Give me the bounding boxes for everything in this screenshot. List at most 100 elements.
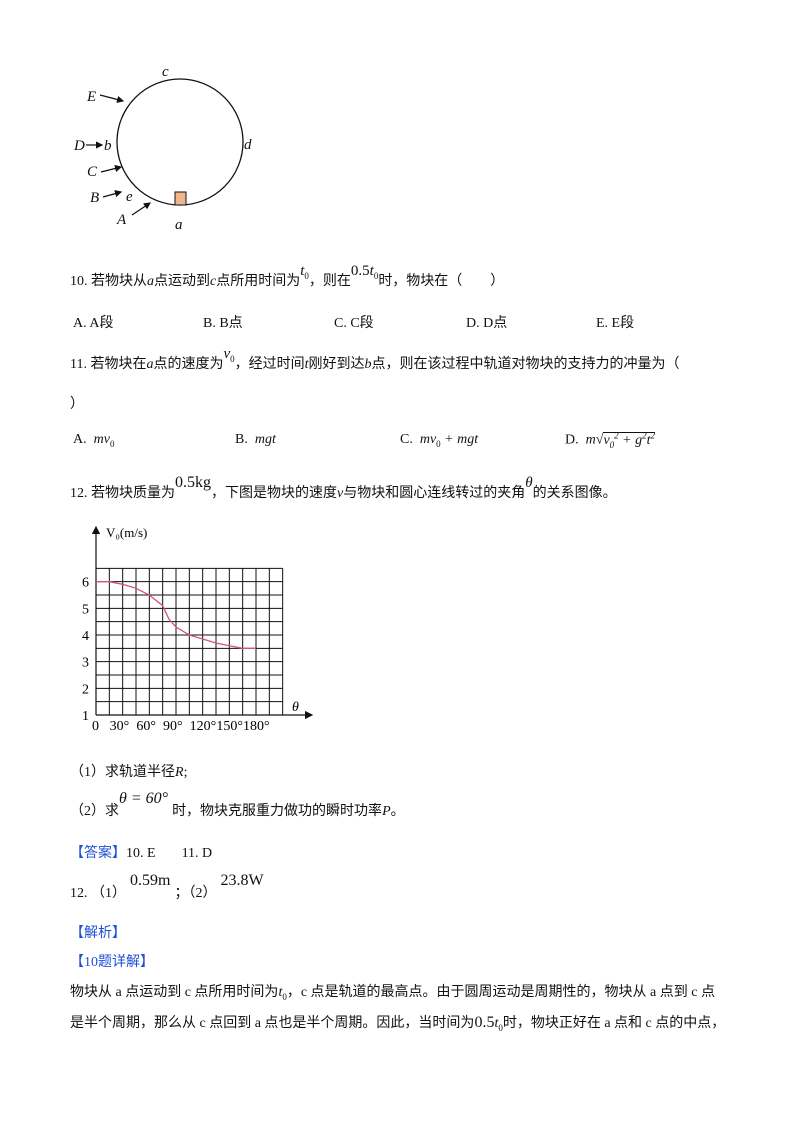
- q11-b: b: [364, 357, 372, 372]
- analysis-tag: 【解析】: [70, 926, 126, 941]
- q12-v: v: [337, 486, 344, 501]
- question-10: 10. 若物块从a点运动到c点所用时间为t0，则在0.5t0时，物块在（ ）: [70, 263, 505, 291]
- answer-line: 【答案】10. E 11. D: [70, 842, 212, 862]
- label-a: a: [175, 217, 183, 233]
- option-label: D.: [565, 432, 579, 448]
- p2-half: 0.5: [474, 1014, 495, 1031]
- q11-text: ，经过时间: [234, 357, 305, 372]
- q10-text: 时，物块在（ ）: [378, 274, 505, 289]
- label-B: B: [90, 190, 99, 206]
- q10-half-t: t: [369, 263, 374, 279]
- q10-option-c: C. C段: [334, 316, 374, 331]
- y-tick-label: 4: [82, 629, 89, 644]
- velocity-curve: [96, 581, 256, 649]
- q10-option-b: B. B点: [203, 316, 243, 331]
- p2-t: t: [494, 1016, 499, 1031]
- sub1-R: R: [175, 765, 184, 780]
- sqrt-g: + g: [618, 432, 643, 448]
- y-tick-label: 2: [82, 682, 89, 697]
- q10-t0-sub: 0: [304, 271, 309, 281]
- q12-sub2: （2）求θ = 60°时，物块克服重力做功的瞬时功率P。: [70, 790, 405, 820]
- q11-a: a: [146, 357, 154, 372]
- label-D: D: [73, 138, 85, 154]
- q10-option-d: D. D点: [466, 316, 508, 331]
- sqrt-v: v: [603, 432, 610, 448]
- label-E: E: [86, 89, 96, 105]
- q12-sub1: （1）求轨道半径R;: [70, 761, 187, 781]
- sqrt-icon: √: [595, 432, 604, 448]
- sub1-text: （1）求轨道半径: [70, 765, 175, 780]
- sqrt-v-sup: 2: [614, 430, 619, 440]
- y-tick-label: 3: [82, 656, 89, 671]
- x-tick-label: 60°: [136, 719, 156, 734]
- option-sub: 0: [436, 438, 441, 449]
- q11-close: ）: [70, 397, 84, 412]
- q11-option-c: C. mv0 + mgt: [400, 432, 478, 449]
- sub2-expr: θ = 60°: [119, 790, 169, 807]
- y-tick-label: 1: [82, 709, 89, 724]
- sqrt-t: t: [646, 432, 651, 448]
- q11-option-d: D. m√v02 + g2t2: [565, 430, 655, 449]
- block: [174, 191, 187, 206]
- option-expr: m: [585, 432, 596, 448]
- option-label: B.: [235, 432, 248, 447]
- option-sub: 0: [109, 438, 115, 449]
- circular-track-diagram: c d E D b C B e A a: [73, 64, 252, 233]
- label-b: b: [104, 138, 112, 154]
- q11-v0: v: [223, 346, 231, 362]
- q11-text: 刚好到达: [308, 357, 365, 372]
- q10-text: 点运动到: [154, 274, 210, 289]
- answer-12-text: 12. （1）: [70, 886, 126, 901]
- q10-a: a: [147, 274, 154, 289]
- option-expr: mv: [419, 432, 437, 447]
- answer-12-1: 0.59m: [130, 872, 171, 889]
- answer-10: 10. E: [126, 846, 156, 861]
- q11-option-b: B. mgt: [235, 432, 276, 448]
- sub1-text: ;: [183, 765, 188, 780]
- x-tick-label: 150°: [216, 719, 243, 734]
- p1-text: ，c 点是轨道的最高点。由于圆周运动是周期性的，物块从 a 点到 c 点: [286, 985, 715, 1000]
- option-expr: + mgt: [440, 432, 479, 447]
- p1-t: t: [278, 985, 283, 1000]
- answer-12-text: ；（2）: [174, 886, 217, 901]
- p1-sub: 0: [282, 991, 287, 1002]
- x-tick-label: 0: [92, 719, 99, 734]
- q11-t: t: [304, 357, 309, 372]
- sqrt-t-sup: 2: [650, 430, 656, 440]
- q11-text: 点，则在该过程中轨道对物块的支持力的冲量为（: [371, 357, 680, 372]
- option-expr: mv: [93, 432, 110, 447]
- x-tick-label: 30°: [110, 719, 130, 734]
- p1-text: 物块从 a 点运动到 c 点所用时间为: [70, 985, 279, 1000]
- arrow-B: [102, 190, 123, 198]
- q10-c: c: [210, 274, 217, 289]
- label-C: C: [87, 164, 98, 180]
- q12-theta: θ: [525, 475, 533, 491]
- answer-tag: 【答案】: [70, 846, 126, 861]
- sub2-text: 时，物块克服重力做功的瞬时功率: [172, 804, 383, 819]
- answer-12: 12. （1） 0.59m；（2）23.8W: [70, 872, 264, 902]
- label-e: e: [126, 189, 133, 205]
- velocity-angle-chart: V₀(m/s) θ 1 2 3 4 5 6 0 30° 60° 90° 120° 150° 180°: [82, 525, 314, 734]
- x-tick-label: 90°: [163, 719, 183, 734]
- option-label: C.: [400, 432, 413, 447]
- answer-12-2: 23.8W: [220, 872, 264, 889]
- q12-mass: 0.5kg: [175, 474, 211, 491]
- q10-half: 0.5: [350, 263, 370, 279]
- q12-text: 12. 若物块质量为: [70, 486, 175, 501]
- q10-half-sub: 0: [373, 271, 379, 281]
- q12-text: 与物块和圆心连线转过的夹角: [343, 486, 526, 501]
- question-12: 12. 若物块质量为0.5kg，下图是物块的速度v与物块和圆心连线转过的夹角θ的…: [70, 474, 617, 502]
- q11-option-a: A. mv0: [73, 432, 114, 449]
- y-tick-label: 5: [82, 602, 89, 617]
- analysis-paragraph-2: 是半个周期，那么从 c 点回到 a 点也是半个周期。因此，当时间为0.5t0时，…: [70, 1012, 725, 1033]
- arrow-C: [100, 164, 123, 173]
- sub2-text: 。: [390, 804, 405, 819]
- x-tick-label: 120°: [190, 719, 217, 734]
- q10-text: 10. 若物块从: [70, 274, 147, 289]
- question-11: 11. 若物块在a点的速度为v0，经过时间t刚好到达b点，则在该过程中轨道对物块…: [70, 346, 680, 374]
- q12-text: ，下图是物块的速度: [211, 486, 337, 501]
- q10-text: ，则在: [308, 274, 351, 289]
- sqrt-v-sub: 0: [609, 439, 615, 450]
- y-axis-label: V₀(m/s): [106, 525, 147, 540]
